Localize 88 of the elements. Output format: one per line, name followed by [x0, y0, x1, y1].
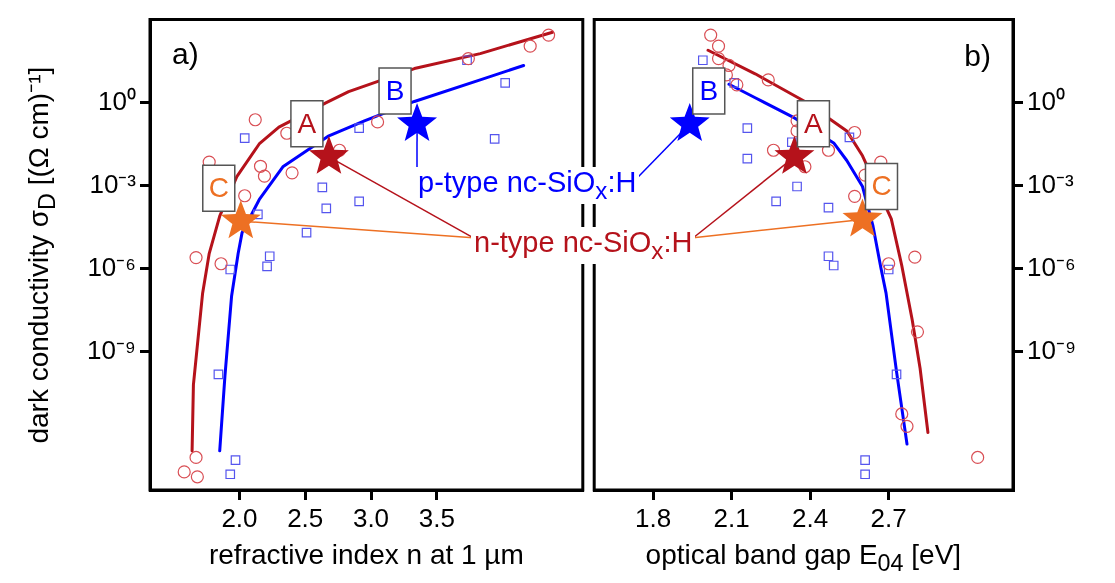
annotation: B — [385, 74, 405, 106]
point — [971, 450, 985, 465]
x-tick-label: 2.7 — [870, 502, 907, 533]
point — [910, 325, 925, 339]
text: n-type nc-SiO$_{x}$:H — [471, 225, 696, 264]
x-axis-title: optical band gap E$_{04}$ [eV] — [645, 539, 962, 577]
point — [230, 455, 241, 465]
point — [523, 39, 537, 53]
point — [239, 133, 250, 143]
point — [842, 198, 883, 237]
point — [370, 115, 385, 129]
point — [792, 181, 802, 192]
series-label: p-type nc-SiO$_{x}$:H — [415, 165, 640, 204]
point — [253, 159, 268, 173]
y-tick-label: 10⁻³ — [89, 168, 137, 199]
point — [711, 39, 726, 53]
point — [882, 257, 896, 271]
point — [711, 51, 726, 66]
point — [253, 209, 263, 220]
point — [257, 169, 272, 183]
point — [742, 123, 753, 133]
point — [722, 58, 736, 73]
point — [761, 73, 775, 87]
point — [860, 455, 870, 465]
y-tick-label: 10⁻⁹ — [86, 334, 136, 365]
point — [489, 134, 500, 144]
point — [189, 251, 203, 265]
point — [900, 419, 914, 433]
annotation: A — [297, 107, 317, 139]
y-tick-label: 10⁰ — [98, 85, 136, 116]
point — [177, 465, 191, 479]
point — [264, 251, 275, 262]
point — [771, 196, 781, 207]
x-tick-label: 2.1 — [713, 502, 750, 533]
x-tick-label: 2.0 — [221, 502, 258, 533]
point — [262, 261, 272, 272]
point — [848, 189, 862, 203]
point — [844, 132, 855, 143]
point — [189, 450, 203, 465]
point — [461, 51, 475, 66]
annotation: a) — [172, 36, 199, 70]
point — [500, 77, 511, 88]
x-tick-label: 3.5 — [418, 502, 455, 533]
point — [860, 469, 870, 480]
point — [730, 78, 744, 92]
x-tick-label: 2.4 — [792, 502, 829, 533]
point — [883, 264, 894, 275]
y-tick-label: 10⁻⁶ — [87, 251, 136, 282]
point — [697, 55, 708, 66]
point — [301, 227, 312, 238]
point — [908, 250, 922, 264]
x-axis-title: refractive index n at 1 µm — [208, 539, 524, 571]
point — [823, 251, 834, 262]
point — [729, 77, 740, 88]
point — [766, 143, 781, 157]
point — [823, 202, 834, 213]
annotation: A — [804, 107, 824, 139]
point — [828, 260, 839, 271]
y-tick-label: 10⁻⁹ — [1027, 334, 1077, 365]
point — [213, 369, 224, 380]
point — [225, 469, 236, 480]
point — [895, 407, 909, 421]
annotation: C — [871, 170, 892, 202]
point — [190, 470, 204, 484]
y-tick-label: 10⁰ — [1027, 85, 1065, 116]
x-tick-label: 1.8 — [635, 502, 672, 533]
annotation: C — [208, 171, 229, 203]
point — [742, 153, 753, 164]
y-tick-label: 10⁻⁶ — [1027, 251, 1076, 282]
point — [354, 123, 365, 133]
point — [704, 28, 718, 42]
point — [214, 257, 228, 271]
point — [285, 166, 299, 180]
point — [891, 369, 902, 380]
point — [542, 28, 556, 42]
point — [248, 113, 262, 127]
point — [220, 200, 261, 239]
point — [354, 196, 365, 207]
point — [317, 182, 328, 193]
point — [321, 203, 332, 214]
point — [225, 264, 236, 275]
point — [238, 189, 252, 203]
x-tick-label: 2.5 — [287, 502, 324, 533]
x-tick-label: 3.0 — [352, 502, 390, 533]
annotation: B — [699, 74, 719, 106]
annotation: b) — [964, 38, 991, 72]
y-tick-label: 10⁻³ — [1027, 168, 1074, 199]
point — [848, 125, 862, 140]
